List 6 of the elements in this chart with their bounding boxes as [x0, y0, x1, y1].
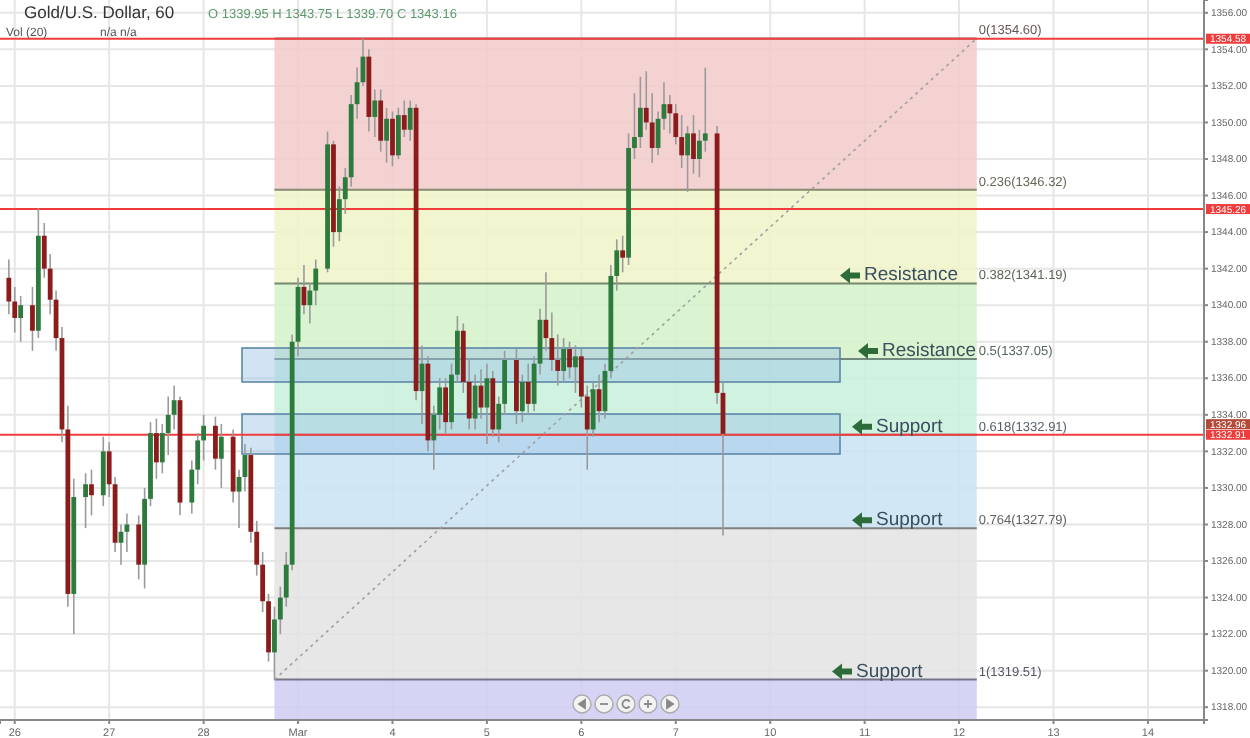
annotation: Support — [876, 509, 944, 532]
chart-title: Gold/U.S. Dollar, 60 — [24, 2, 175, 22]
annotation: Support — [856, 660, 924, 683]
annotation: Support — [876, 415, 944, 438]
annotation: Resistance — [864, 264, 958, 287]
annotation: Resistance — [882, 340, 976, 363]
